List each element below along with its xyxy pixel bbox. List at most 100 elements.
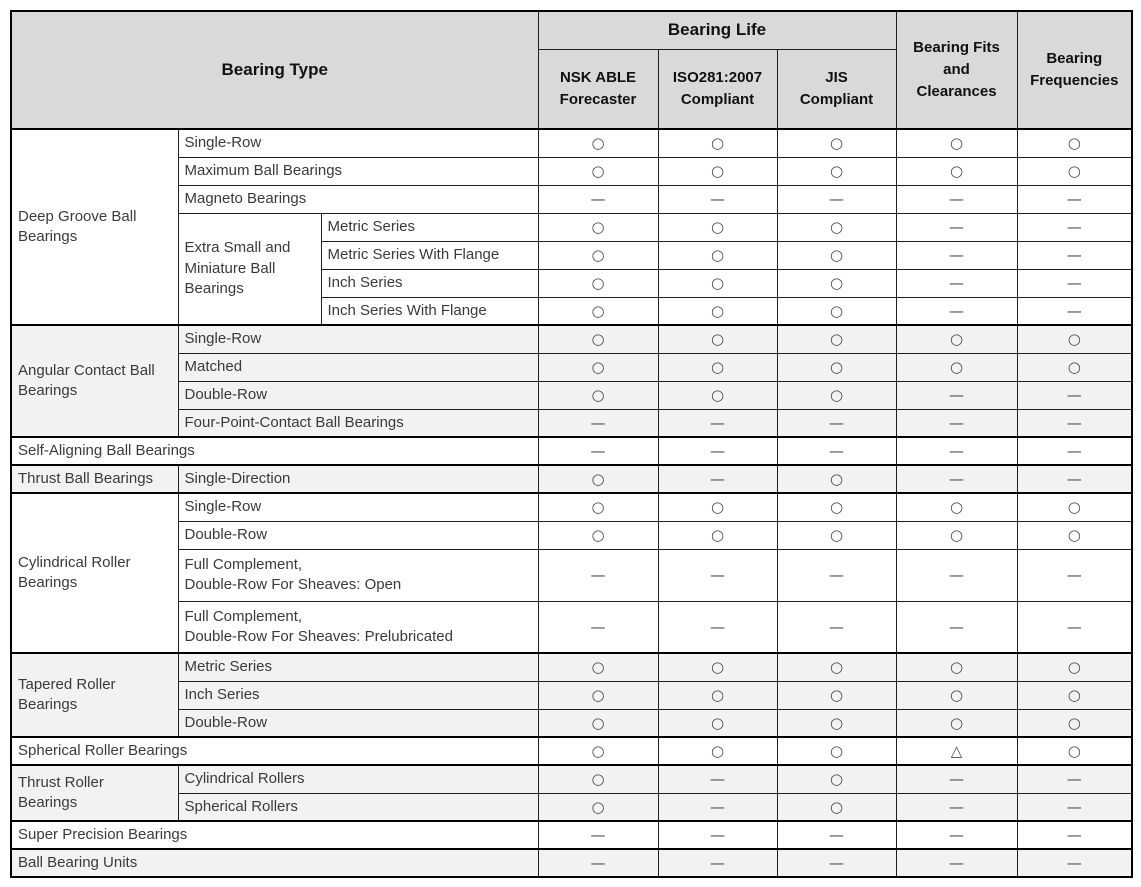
mark-cell: ○: [657, 680, 778, 710]
table-row: Self-Aligning Ball Bearings — — — — —: [10, 436, 1133, 466]
mark-cell: ○: [895, 708, 1018, 738]
mark-cell: ○: [657, 296, 778, 326]
mark-cell: —: [895, 436, 1018, 466]
mark-cell: —: [895, 296, 1018, 326]
bearing-compatibility-table: Bearing Type Bearing Life Bearing Fits a…: [10, 10, 1134, 878]
row-label-line: Double-Row For Sheaves: Prelubricated: [184, 627, 453, 645]
table-row: Super Precision Bearings — — — — —: [10, 820, 1133, 850]
mark-cell: ○: [1016, 352, 1133, 382]
mark-cell: ○: [1016, 520, 1133, 550]
mark-cell: ○: [537, 212, 659, 242]
mark-cell: —: [895, 408, 1018, 438]
mark-cell: ○: [657, 520, 778, 550]
mark-cell: ○: [776, 492, 897, 522]
mark-cell: —: [895, 240, 1018, 270]
mark-cell: —: [1016, 240, 1133, 270]
row-label: Four-Point-Contact Ball Bearings: [177, 408, 539, 438]
mark-cell: —: [1016, 408, 1133, 438]
col-header-bearing-type: Bearing Type: [10, 10, 539, 130]
mark-cell: —: [657, 436, 778, 466]
table-row: Cylindrical Roller Bearings Single-Row ○…: [10, 492, 1133, 654]
mark-cell: —: [657, 820, 778, 850]
mark-cell: —: [1016, 600, 1133, 654]
col-header-iso281-compliant: ISO281:2007 Compliant: [657, 48, 778, 130]
row-group-label: Tapered Roller Bearings: [10, 652, 179, 738]
row-group-label: Thrust Ball Bearings: [10, 464, 179, 494]
mark-cell: ○: [776, 240, 897, 270]
mark-cell: —: [895, 464, 1018, 494]
mark-cell: —: [537, 408, 659, 438]
mark-cell: —: [895, 792, 1018, 822]
row-label: Full Complement, Double-Row For Sheaves:…: [177, 600, 539, 654]
row-label: Spherical Rollers: [177, 792, 539, 822]
mark-cell: —: [895, 212, 1018, 242]
mark-cell: —: [776, 600, 897, 654]
table-row: Full Complement, Double-Row For Sheaves:…: [11, 548, 1133, 602]
row-group-label: Angular Contact Ball Bearings: [10, 324, 179, 438]
mark-cell: ○: [537, 296, 659, 326]
row-label: Inch Series With Flange: [320, 296, 539, 326]
mark-cell: —: [537, 600, 659, 654]
mark-cell: ○: [1016, 736, 1133, 766]
mark-cell: ○: [776, 792, 897, 822]
mark-cell: —: [537, 848, 659, 878]
row-label: Single-Row: [177, 492, 539, 522]
mark-cell: ○: [776, 708, 897, 738]
mark-cell: ○: [537, 792, 659, 822]
mark-cell: ○: [776, 352, 897, 382]
table-row: Inch Series With Flange ○ ○ ○ — —: [11, 296, 1133, 326]
mark-cell: —: [1016, 764, 1133, 794]
row-group-label: Cylindrical Roller Bearings: [10, 492, 179, 654]
mark-cell: ○: [657, 380, 778, 410]
mark-cell: —: [1016, 380, 1133, 410]
mark-cell: —: [895, 380, 1018, 410]
mark-cell: —: [537, 184, 659, 214]
mark-cell: —: [895, 820, 1018, 850]
row-subgroup-label: Extra Small and Miniature Ball Bearings: [177, 212, 322, 326]
mark-cell: ○: [895, 680, 1018, 710]
mark-cell: ○: [776, 380, 897, 410]
mark-cell: ○: [895, 156, 1018, 186]
mark-cell: —: [657, 764, 778, 794]
mark-cell: —: [1016, 436, 1133, 466]
header-line: Clearances: [916, 82, 997, 100]
row-label: Single-Direction: [177, 464, 539, 494]
mark-cell: —: [776, 820, 897, 850]
mark-cell: —: [1016, 820, 1133, 850]
mark-cell: ○: [1016, 156, 1133, 186]
mark-cell: △: [895, 736, 1018, 766]
mark-cell: ○: [537, 680, 659, 710]
mark-cell: —: [1016, 212, 1133, 242]
mark-cell: —: [657, 408, 778, 438]
header-line: ISO281:2007: [672, 69, 763, 86]
table-row: Double-Row ○ ○ ○ ○ ○: [11, 520, 1133, 550]
row-label: Super Precision Bearings: [10, 820, 539, 850]
table-row: Tapered Roller Bearings Metric Series ○ …: [10, 652, 1133, 738]
mark-cell: ○: [657, 240, 778, 270]
mark-cell: ○: [776, 464, 897, 494]
header-line: Forecaster: [559, 90, 637, 108]
mark-cell: —: [895, 764, 1018, 794]
row-label: Magneto Bearings: [177, 184, 539, 214]
mark-cell: —: [776, 184, 897, 214]
mark-cell: ○: [537, 352, 659, 382]
row-label: Spherical Roller Bearings: [10, 736, 539, 766]
header-line: Bearing: [1046, 50, 1103, 68]
mark-cell: ○: [537, 380, 659, 410]
mark-cell: ○: [1016, 492, 1133, 522]
mark-cell: —: [895, 600, 1018, 654]
header-line: Compliant: [680, 90, 755, 108]
mark-cell: ○: [895, 520, 1018, 550]
row-label: Full Complement, Double-Row For Sheaves:…: [177, 548, 539, 602]
mark-cell: ○: [537, 464, 659, 494]
mark-cell: ○: [657, 708, 778, 738]
mark-cell: ○: [776, 324, 897, 354]
row-label: Single-Row: [177, 128, 539, 158]
mark-cell: ○: [537, 268, 659, 298]
table-row: Full Complement, Double-Row For Sheaves:…: [11, 600, 1133, 654]
mark-cell: —: [657, 184, 778, 214]
mark-cell: —: [776, 408, 897, 438]
mark-cell: ○: [537, 736, 659, 766]
mark-cell: ○: [657, 652, 778, 682]
